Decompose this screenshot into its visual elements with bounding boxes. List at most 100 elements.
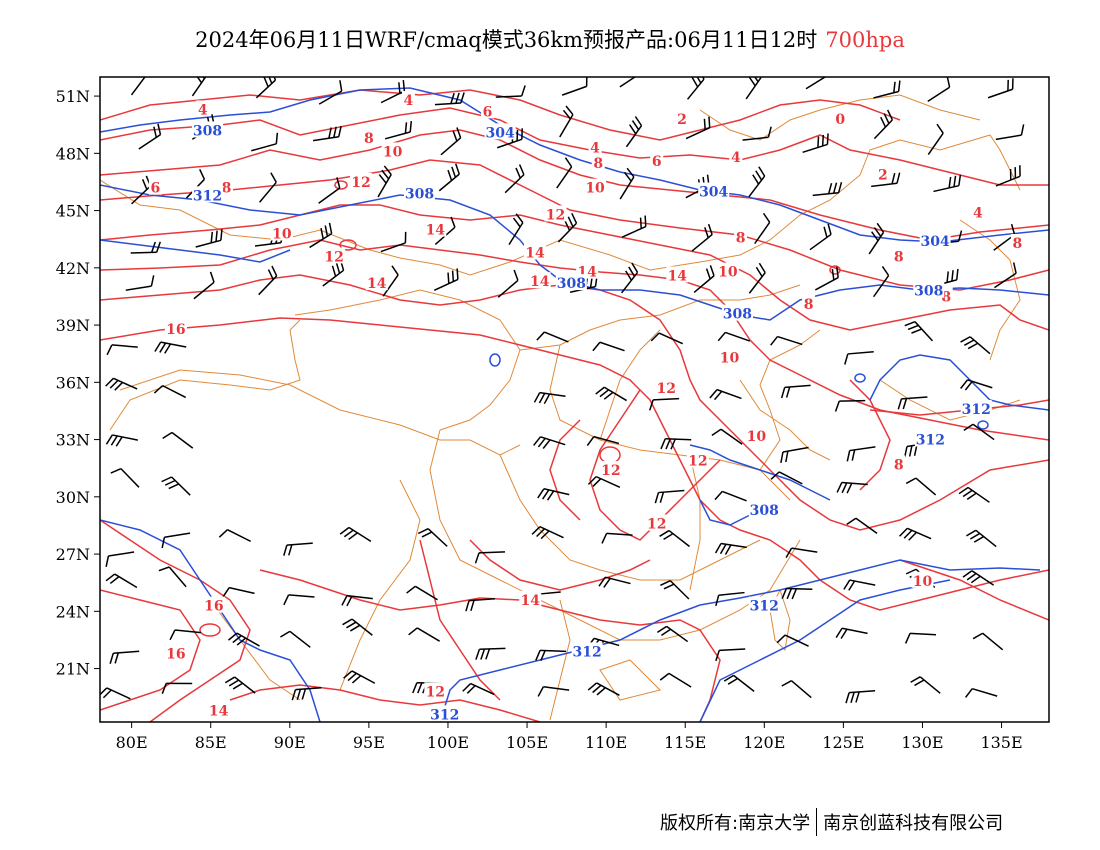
wind-barb bbox=[897, 396, 928, 410]
wind-barb bbox=[106, 344, 138, 356]
lat-tick-label: 33N bbox=[56, 431, 90, 450]
wind-barb bbox=[259, 172, 277, 203]
boundary-lines bbox=[100, 94, 1021, 721]
wind-barb bbox=[960, 379, 993, 391]
temperature-label: 8 bbox=[941, 289, 951, 305]
wind-barb bbox=[339, 526, 372, 543]
wind-barb bbox=[283, 542, 313, 556]
lon-tick-label: 120E bbox=[743, 733, 785, 752]
wind-barb bbox=[291, 687, 322, 701]
lat-tick-label: 48N bbox=[56, 144, 90, 163]
wind-barb bbox=[318, 80, 343, 105]
wind-barb bbox=[660, 580, 690, 600]
wind-barb bbox=[927, 123, 944, 155]
temperature-label: 4 bbox=[590, 141, 600, 157]
wind-barb bbox=[814, 266, 839, 291]
wind-barb bbox=[227, 632, 260, 647]
temperature-label: 6 bbox=[150, 181, 160, 197]
wind-barb bbox=[193, 271, 215, 300]
wind-barb bbox=[714, 542, 747, 555]
height-label-bg bbox=[429, 705, 461, 722]
wind-barb bbox=[557, 212, 578, 243]
title-pressure-level: 700hpa bbox=[825, 28, 905, 52]
temperature-label: 8 bbox=[593, 156, 603, 172]
wind-barb bbox=[161, 476, 191, 496]
temperature-label-bg bbox=[718, 348, 741, 365]
wind-barb bbox=[770, 335, 803, 346]
wind-barb bbox=[462, 682, 495, 696]
wind-barb bbox=[715, 591, 745, 607]
wind-barb bbox=[846, 446, 876, 462]
temperature-label-bg bbox=[196, 100, 210, 117]
height-label: 308 bbox=[193, 123, 222, 139]
temperature-label-bg bbox=[349, 172, 372, 189]
temperature-contours bbox=[100, 89, 1049, 722]
wind-barb bbox=[100, 687, 131, 700]
temperature-label: 4 bbox=[198, 102, 208, 118]
wind-barb bbox=[309, 222, 333, 249]
temperature-label-bg bbox=[734, 228, 748, 245]
lon-tick-label: 95E bbox=[353, 733, 385, 752]
wind-barb bbox=[497, 269, 519, 298]
wind-barb bbox=[625, 116, 643, 148]
lon-tick-label: 135E bbox=[980, 733, 1022, 752]
temperature-label-bg bbox=[381, 142, 404, 159]
lat-tick-label: 21N bbox=[56, 660, 90, 679]
wind-barb bbox=[191, 77, 207, 97]
wind-barb bbox=[717, 331, 751, 342]
wind-barb bbox=[382, 265, 399, 297]
wind-barb bbox=[438, 163, 460, 192]
wind-barb bbox=[834, 399, 866, 412]
wind-barb bbox=[475, 647, 506, 660]
lon-tick-label: 110E bbox=[585, 733, 627, 752]
lon-tick-label: 125E bbox=[822, 733, 864, 752]
wind-barb bbox=[158, 566, 187, 588]
wind-barb bbox=[105, 377, 138, 391]
wind-barb bbox=[656, 625, 689, 643]
temperature-label-bg bbox=[270, 224, 293, 241]
temperature-label: 12 bbox=[546, 207, 565, 223]
wind-barb bbox=[780, 446, 809, 463]
wind-barb bbox=[318, 177, 341, 204]
wind-barb bbox=[537, 685, 570, 697]
height-label-bg bbox=[960, 400, 992, 417]
wind-barb bbox=[406, 585, 438, 601]
temperature-label-bg bbox=[591, 153, 605, 170]
wind-barb bbox=[222, 586, 255, 598]
wind-barb bbox=[218, 529, 252, 543]
wind-barb bbox=[809, 223, 832, 251]
lat-tick-label: 42N bbox=[56, 259, 90, 278]
plot-frame bbox=[99, 76, 1050, 723]
temperature-label-bg bbox=[716, 262, 739, 279]
copyright-footer: 版权所有:南京大学 南京创蓝科技有限公司 bbox=[660, 808, 1003, 836]
wind-barb bbox=[872, 265, 890, 298]
temperature-label-bg bbox=[481, 102, 495, 119]
wind-barb bbox=[601, 532, 633, 544]
wind-barb bbox=[110, 467, 140, 488]
lon-tick-label: 80E bbox=[116, 733, 148, 752]
temperature-label-bg bbox=[544, 205, 567, 222]
lat-tick-label: 45N bbox=[56, 202, 90, 221]
wind-barb bbox=[380, 231, 407, 253]
wind-barb bbox=[933, 174, 962, 193]
temperature-label: 14 bbox=[209, 704, 229, 720]
wind-barb bbox=[377, 165, 392, 198]
wind-barb bbox=[504, 164, 525, 194]
wind-barb bbox=[162, 431, 194, 449]
temperature-label-bg bbox=[675, 109, 689, 126]
wind-barb bbox=[535, 649, 567, 661]
height-label-bg bbox=[571, 642, 603, 659]
temperature-label-bg bbox=[148, 178, 162, 195]
wind-barb bbox=[125, 275, 155, 291]
lat-tick-label: 27N bbox=[56, 545, 90, 564]
wind-barb bbox=[904, 320, 934, 342]
wind-barb bbox=[559, 105, 574, 138]
wind-barb bbox=[693, 265, 715, 294]
temperature-label-bg bbox=[164, 319, 187, 336]
wind-barb bbox=[781, 587, 813, 600]
wind-barb bbox=[533, 436, 566, 449]
height-label: 308 bbox=[750, 503, 779, 519]
wind-barb bbox=[280, 630, 311, 648]
wind-barb bbox=[994, 262, 1017, 289]
